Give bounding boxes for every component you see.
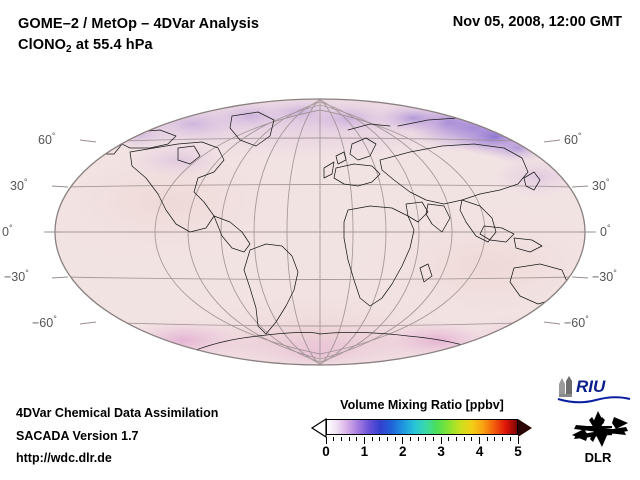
colorbar-tick-label: 5 [514,444,522,459]
colorbar-tick-minor [448,437,450,441]
colorbar-row: 0 1 2 3 4 5 [310,417,532,459]
colorbar-tick-minor [394,437,396,441]
page-title: GOME–2 / MetOp – 4DVar Analysis [18,16,260,32]
lat-label-right-30s: −30° [592,268,617,285]
colorbar-ticks [325,437,519,444]
degree-icon: ° [25,268,29,278]
colorbar-tick-label: 0 [322,444,330,459]
colorbar-tick-minor [356,437,358,441]
footer-line-method: 4DVar Chemical Data Assimilation [16,406,219,420]
colorbar-under-cap-icon [310,417,327,439]
colorbar: Volume Mixing Ratio [ppbv] 0 1 2 3 4 5 [310,398,532,459]
colorbar-tick-minor [409,437,411,441]
colorbar-tick-major [440,437,442,444]
degree-icon: ° [51,131,56,141]
degree-icon: ° [577,131,582,141]
colorbar-tick-major [363,437,365,444]
colorbar-tick-major [479,437,481,444]
lat-label-left-30n: 30° [10,177,28,194]
footer-line-url[interactable]: http://wdc.dlr.de [16,451,112,465]
figure-title-block: GOME–2 / MetOp – 4DVar Analysis ClONO2 a… [18,14,259,57]
lat-label-left-30s: −30° [4,268,29,285]
colorbar-tick-label: 2 [399,444,407,459]
colorbar-tick-minor [486,437,488,441]
colorbar-tick-minor [333,437,335,441]
species-name: ClONO [18,37,67,53]
colorbar-tick-minor [371,437,373,441]
colorbar-tick-labels: 0 1 2 3 4 5 [322,444,522,462]
colorbar-tick-minor [433,437,435,441]
degree-icon: ° [585,314,589,324]
species-level: at 55.4 hPa [71,37,153,53]
lat-label-left-0: 0° [2,223,13,240]
colorbar-tick-minor [386,437,388,441]
colorbar-tick-minor [471,437,473,441]
colorbar-tick-minor [379,437,381,441]
colorbar-tick-minor [502,437,504,441]
colorbar-gradient [326,419,518,435]
lat-label-right-0: 0° [600,223,611,240]
graticule [55,99,585,365]
lat-label-right-30n: 30° [592,177,610,194]
degree-icon: ° [605,177,610,187]
degree-icon: ° [53,314,57,324]
riu-swoosh-icon [557,396,631,404]
colorbar-tick-minor [348,437,350,441]
colorbar-tick-minor [340,437,342,441]
colorbar-tick-minor [425,437,427,441]
lat-label-right-60n: 60° [564,131,582,148]
dlr-logo: DLR [572,411,628,465]
degree-icon: ° [23,177,28,187]
dlr-wordmark: DLR [585,450,612,465]
riu-wordmark: RIU [576,377,606,396]
colorbar-over-cap-icon [518,419,532,437]
colorbar-tick-major [402,437,404,444]
footer-credits: 4DVar Chemical Data Assimilation SACADA … [16,402,218,470]
colorbar-tick-label: 3 [437,444,445,459]
mollweide-map [44,98,596,366]
riu-logo: RIU [557,376,631,404]
degree-icon: ° [613,268,617,278]
colorbar-tick-minor [509,437,511,441]
species-subtitle: ClONO2 at 55.4 hPa [18,35,259,57]
colorbar-tick-major [517,437,519,444]
lat-tick-marks [44,139,596,325]
riu-tower-icon [559,376,572,397]
colorbar-tick-minor [417,437,419,441]
colorbar-tick-major [325,437,327,444]
colorbar-tick-label: 4 [475,444,484,459]
degree-icon: ° [8,223,13,233]
dlr-mark-icon [572,411,628,447]
colorbar-tick-minor [494,437,496,441]
map-panel: 60° 30° 0° −30° −60° 60° 30° 0° −30° −60… [2,82,622,382]
species-subscript: 2 [66,44,72,55]
timestamp-label: Nov 05, 2008, 12:00 GMT [452,14,622,30]
lat-label-left-60s: −60° [32,314,57,331]
colorbar-tick-label: 1 [360,444,369,459]
colorbar-title: Volume Mixing Ratio [ppbv] [340,398,504,412]
colorbar-tick-minor [456,437,458,441]
lat-label-right-60s: −60° [564,314,589,331]
lat-label-left-60n: 60° [38,131,56,148]
colorbar-tick-minor [463,437,465,441]
degree-icon: ° [606,223,611,233]
footer-line-version: SACADA Version 1.7 [16,428,139,443]
